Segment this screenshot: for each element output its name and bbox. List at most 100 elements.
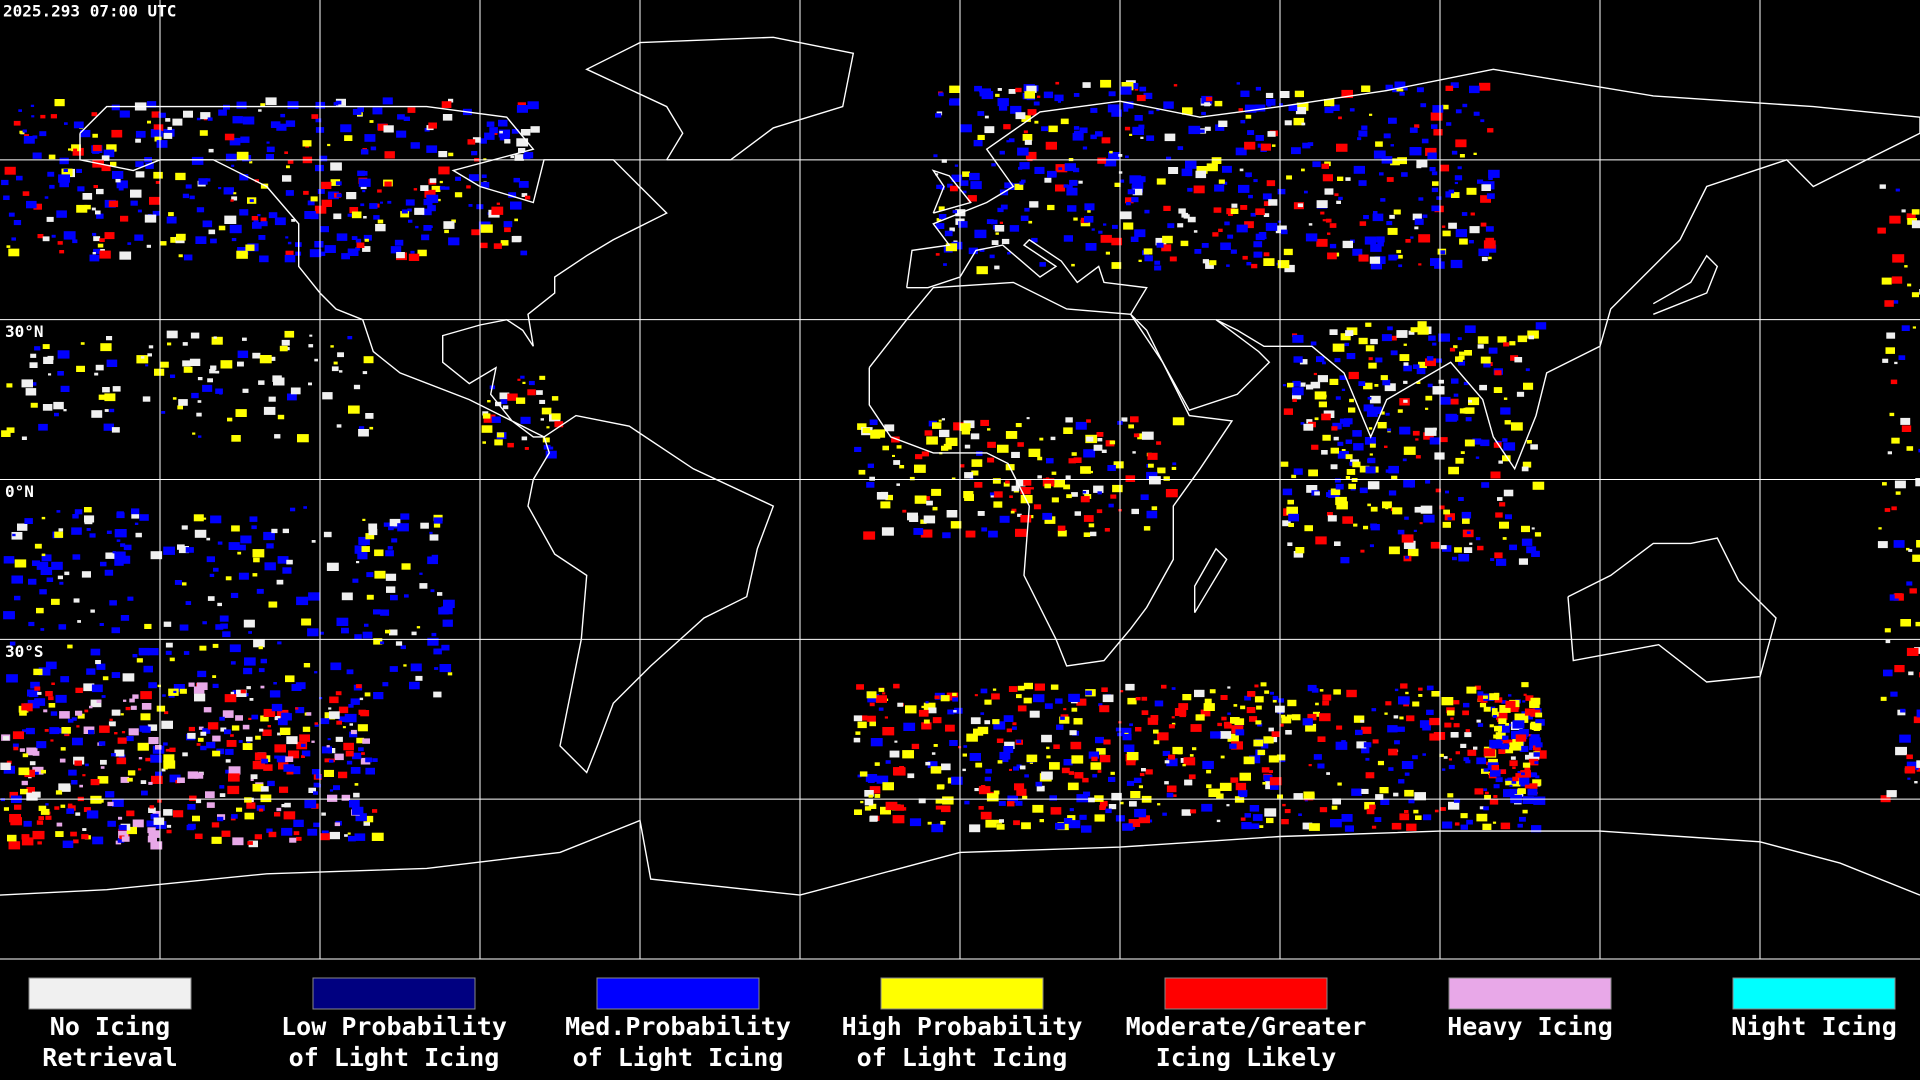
icing-pixel xyxy=(1443,509,1450,515)
icing-pixel xyxy=(1004,741,1015,749)
icing-pixel xyxy=(178,254,183,258)
icing-pixel xyxy=(1527,330,1539,339)
icing-pixel xyxy=(1122,734,1132,741)
icing-pixel xyxy=(1302,718,1313,726)
icing-pixel xyxy=(54,531,64,538)
icing-pixel xyxy=(20,788,28,795)
icing-pixel xyxy=(1364,437,1376,445)
icing-pixel xyxy=(1408,799,1415,804)
icing-pixel xyxy=(225,153,237,162)
icing-pixel xyxy=(1317,736,1326,742)
icing-pixel xyxy=(1500,822,1511,830)
icing-pixel xyxy=(875,695,887,703)
icing-pixel xyxy=(1107,465,1116,471)
icing-pixel xyxy=(92,252,96,255)
icing-pixel xyxy=(334,822,340,827)
icing-pixel xyxy=(290,507,296,512)
icing-pixel xyxy=(22,753,29,758)
icing-pixel xyxy=(1259,825,1264,828)
icing-pixel xyxy=(1448,801,1460,810)
icing-pixel xyxy=(1069,179,1078,186)
icing-pixel xyxy=(74,509,83,515)
icing-pixel xyxy=(277,556,289,564)
icing-pixel xyxy=(441,101,452,108)
icing-pixel xyxy=(1317,763,1325,769)
icing-pixel xyxy=(1201,803,1213,812)
icing-pixel xyxy=(1396,330,1408,338)
icing-pixel xyxy=(1490,471,1501,479)
icing-pixel xyxy=(545,450,557,459)
icing-pixel xyxy=(1102,694,1114,703)
icing-pixel xyxy=(1404,516,1409,520)
icing-pixel xyxy=(161,768,166,772)
icing-pixel xyxy=(329,831,340,840)
icing-pixel xyxy=(1031,237,1038,243)
icing-pixel xyxy=(350,729,357,735)
icing-pixel xyxy=(1193,230,1198,233)
icing-pixel xyxy=(1444,722,1452,728)
icing-pixel xyxy=(1017,705,1027,712)
icing-pixel xyxy=(202,728,211,734)
icing-pixel xyxy=(1348,407,1356,413)
icing-pixel xyxy=(303,663,311,668)
icing-pixel xyxy=(1011,485,1020,492)
icing-pixel xyxy=(1524,784,1532,789)
icing-pixel xyxy=(1911,209,1920,215)
icing-pixel xyxy=(1346,469,1356,475)
icing-pixel xyxy=(187,732,196,739)
icing-pixel xyxy=(185,601,192,605)
icing-pixel xyxy=(1385,701,1392,706)
icing-pixel xyxy=(50,739,54,742)
icing-pixel xyxy=(1370,338,1378,345)
icing-pixel xyxy=(1465,729,1470,733)
icing-pixel xyxy=(411,631,417,636)
icing-pixel xyxy=(285,190,294,196)
icing-pixel xyxy=(344,834,348,837)
icing-pixel xyxy=(1128,819,1141,827)
icing-pixel xyxy=(1878,527,1882,530)
icing-pixel xyxy=(1014,783,1025,791)
icing-pixel xyxy=(1397,157,1407,165)
icing-pixel xyxy=(914,464,926,473)
icing-pixel xyxy=(1469,542,1473,545)
icing-pixel xyxy=(1324,106,1334,114)
icing-pixel xyxy=(434,667,439,670)
icing-pixel xyxy=(38,816,44,820)
icing-pixel xyxy=(1512,776,1519,782)
icing-pixel xyxy=(281,339,290,346)
icing-pixel xyxy=(90,779,100,786)
icing-pixel xyxy=(1060,716,1065,720)
icing-pixel xyxy=(502,405,509,410)
icing-pixel xyxy=(1380,375,1388,381)
icing-pixel xyxy=(40,628,45,631)
icing-pixel xyxy=(211,336,223,345)
icing-pixel xyxy=(554,421,564,428)
icing-pixel xyxy=(183,254,193,261)
icing-pixel xyxy=(1524,766,1531,771)
icing-pixel xyxy=(88,729,95,735)
icing-pixel xyxy=(22,729,27,733)
icing-pixel xyxy=(1377,422,1387,429)
icing-pixel xyxy=(941,805,951,813)
icing-pixel xyxy=(223,187,234,195)
icing-pixel xyxy=(1271,144,1276,147)
icing-pixel xyxy=(1235,147,1247,156)
icing-pixel xyxy=(397,523,409,532)
icing-pixel xyxy=(1322,700,1330,706)
icing-pixel xyxy=(1153,729,1159,734)
icing-pixel xyxy=(106,359,118,367)
icing-pixel xyxy=(1528,734,1532,737)
icing-pixel xyxy=(1344,825,1354,832)
icing-pixel xyxy=(1073,718,1077,721)
icing-pixel xyxy=(108,721,116,727)
icing-pixel xyxy=(1057,100,1061,103)
icing-pixel xyxy=(25,727,35,735)
icing-pixel xyxy=(1521,538,1533,546)
icing-pixel xyxy=(323,531,332,538)
icing-pixel xyxy=(336,100,342,105)
icing-pixel xyxy=(1109,150,1113,154)
icing-pixel xyxy=(18,109,22,112)
icing-pixel xyxy=(1324,99,1335,107)
icing-pixel xyxy=(1171,716,1175,719)
icing-pixel xyxy=(107,820,116,827)
